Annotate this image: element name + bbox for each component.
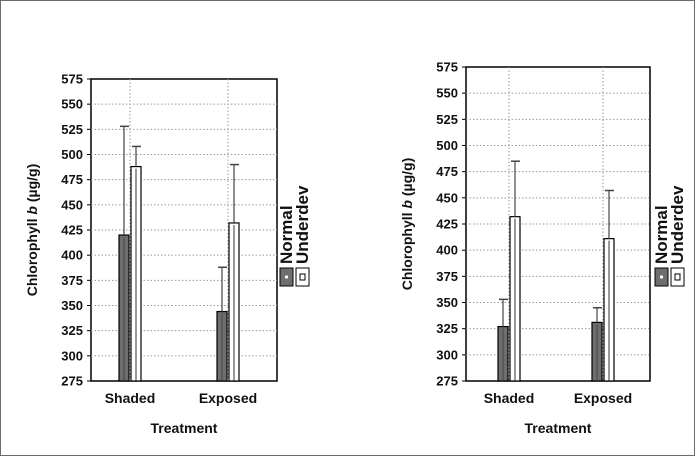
y-axis-title: Chlorophyll b (µg/g) bbox=[399, 158, 415, 291]
legend-swatch-dot bbox=[284, 275, 289, 279]
legend-label-underdev: Underdev bbox=[293, 185, 312, 264]
y-tick-label: 400 bbox=[61, 248, 83, 263]
y-tick-label: 425 bbox=[61, 223, 83, 238]
legend-swatch-underdev bbox=[295, 267, 310, 287]
legend-swatch-underdev bbox=[670, 267, 685, 287]
y-tick-label: 325 bbox=[436, 321, 458, 336]
x-tick-label: Exposed bbox=[199, 390, 257, 406]
y-tick-label: 350 bbox=[61, 298, 83, 313]
y-tick-label: 375 bbox=[436, 269, 458, 284]
chart-panel-1: 275 300 325 350 375 400 425 450 475 500 525 550 575 S… bbox=[24, 72, 312, 437]
y-tick-label: 275 bbox=[436, 374, 458, 389]
x-tick-label: Exposed bbox=[574, 390, 632, 406]
y-tick-label: 325 bbox=[61, 323, 83, 338]
y-tick-label: 575 bbox=[436, 60, 458, 75]
x-tick-label: Shaded bbox=[105, 390, 156, 406]
y-tick-label: 550 bbox=[436, 86, 458, 101]
y-tick-label: 300 bbox=[436, 347, 458, 362]
y-tick-label: 475 bbox=[436, 164, 458, 179]
y-tick-label: 450 bbox=[61, 197, 83, 212]
x-tick-label: Shaded bbox=[484, 390, 535, 406]
y-tick-label: 550 bbox=[61, 97, 83, 112]
y-tick-label: 500 bbox=[436, 138, 458, 153]
chart-panel-2: 275 300 325 350 375 400 425 450 475 500 525 550 575 S… bbox=[399, 60, 687, 437]
y-tick-label: 575 bbox=[61, 72, 83, 87]
y-tick-label: 275 bbox=[61, 374, 83, 389]
legend-label-underdev: Underdev bbox=[668, 185, 687, 264]
y-tick-label: 300 bbox=[61, 348, 83, 363]
y-tick-label: 425 bbox=[436, 217, 458, 232]
legend-swatch-dot bbox=[659, 275, 664, 279]
y-tick-label: 375 bbox=[61, 273, 83, 288]
x-axis-title: Treatment bbox=[151, 420, 218, 436]
y-tick-label: 450 bbox=[436, 190, 458, 205]
y-axis-title: Chlorophyll b (µg/g) bbox=[24, 164, 40, 297]
y-tick-label: 525 bbox=[61, 122, 83, 137]
y-tick-label: 400 bbox=[436, 243, 458, 258]
y-tick-label: 475 bbox=[61, 172, 83, 187]
legend-swatch-dot bbox=[674, 273, 681, 281]
y-tick-label: 500 bbox=[61, 147, 83, 162]
x-axis-title: Treatment bbox=[525, 420, 592, 436]
legend-label-normal: Normal bbox=[652, 205, 671, 264]
y-tick-label: 525 bbox=[436, 112, 458, 127]
y-tick-label: 350 bbox=[436, 295, 458, 310]
legend-label-normal: Normal bbox=[277, 205, 296, 264]
legend-swatch-dot bbox=[299, 273, 306, 281]
